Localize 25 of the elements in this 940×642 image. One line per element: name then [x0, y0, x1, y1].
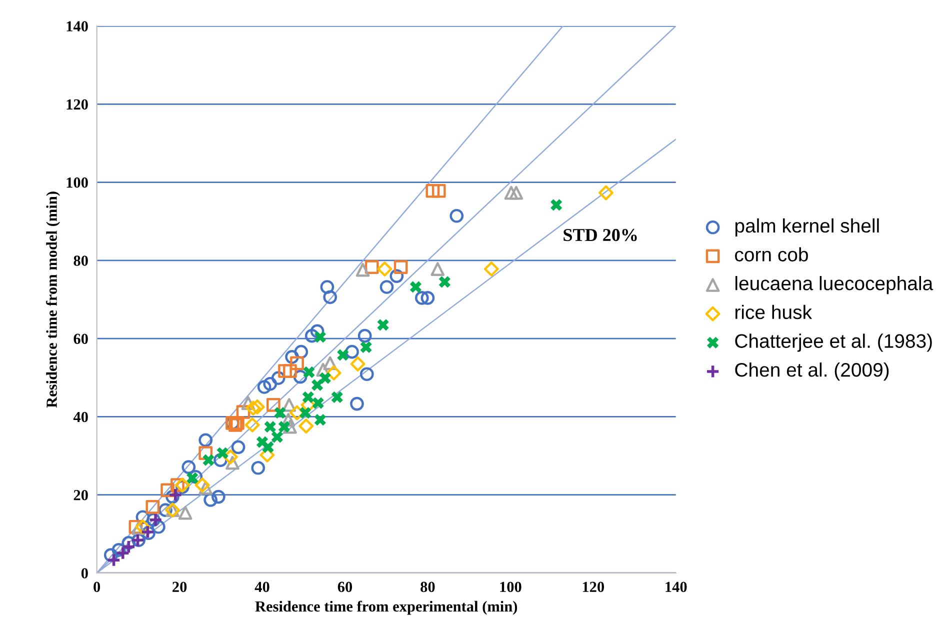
legend-label: Chatterjee et al. (1983) — [735, 334, 932, 352]
x-tick-label: 40 — [254, 582, 270, 592]
x-tick-label: 100 — [500, 582, 522, 592]
y-tick-label: 140 — [66, 21, 88, 32]
x-tick-label: 20 — [172, 582, 187, 592]
y-tick-label: 60 — [74, 334, 88, 344]
x-tick-label: 0 — [94, 582, 100, 592]
legend-label: corn cob — [735, 247, 808, 262]
x-tick-label: 80 — [420, 582, 435, 592]
y-tick-label: 80 — [74, 256, 88, 266]
legend-label: Chen et al. (2009) — [735, 362, 889, 381]
y-tick-label: 40 — [73, 412, 88, 422]
x-tick-label: 60 — [338, 582, 352, 592]
x-tick-label: 140 — [666, 582, 687, 592]
legend-label: leucaena luecocephala — [736, 276, 934, 294]
y-tick-label: 120 — [66, 99, 88, 110]
legend-label: palm kernel shell — [735, 218, 879, 237]
annotation: STD 20% — [564, 228, 637, 242]
x-axis-title: Residence time from experimental (min) — [255, 600, 518, 615]
y-tick-label: 100 — [66, 177, 88, 188]
y-axis-title: Residence time from model (min) — [46, 192, 60, 408]
y-tick-label: 0 — [81, 568, 88, 578]
legend-label: rice husk — [735, 304, 812, 320]
y-tick-label: 20 — [74, 490, 88, 500]
x-tick-label: 120 — [582, 582, 604, 592]
